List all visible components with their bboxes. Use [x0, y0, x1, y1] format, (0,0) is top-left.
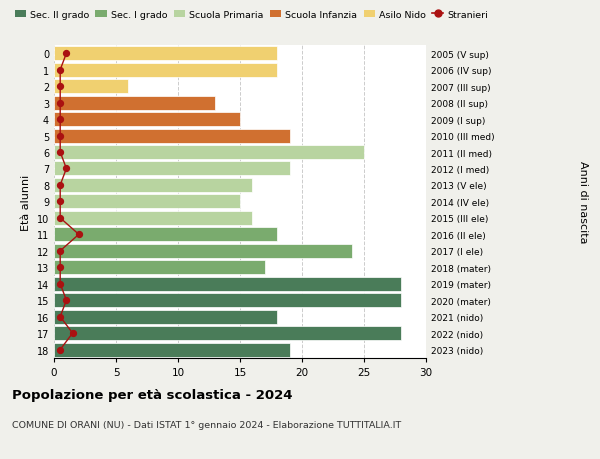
Point: [55, 280, 65, 288]
Bar: [54, 343, 290, 357]
Point: [55, 116, 65, 123]
Legend: Sec. II grado, Sec. I grado, Scuola Primaria, Scuola Infanzia, Asilo Nido, Stran: Sec. II grado, Sec. I grado, Scuola Prim…: [11, 7, 492, 23]
Bar: [54, 261, 265, 274]
Point: [55, 215, 65, 222]
Bar: [54, 162, 290, 176]
Bar: [54, 244, 352, 258]
Bar: [54, 228, 277, 242]
Bar: [54, 80, 128, 94]
Bar: [54, 195, 240, 209]
Bar: [54, 113, 240, 127]
Bar: [54, 326, 401, 341]
Y-axis label: Anni di nascita: Anni di nascita: [578, 161, 588, 243]
Point: [62, 297, 71, 304]
Bar: [54, 212, 253, 225]
Point: [55, 182, 65, 189]
Text: Popolazione per età scolastica - 2024: Popolazione per età scolastica - 2024: [12, 388, 293, 401]
Bar: [54, 310, 277, 324]
Point: [62, 50, 71, 58]
Point: [55, 247, 65, 255]
Point: [55, 198, 65, 206]
Bar: [54, 63, 277, 78]
Point: [74, 231, 83, 239]
Bar: [54, 294, 401, 308]
Point: [55, 313, 65, 321]
Point: [55, 149, 65, 157]
Bar: [54, 129, 290, 143]
Bar: [54, 146, 364, 160]
Point: [55, 346, 65, 353]
Point: [55, 264, 65, 271]
Point: [55, 83, 65, 90]
Bar: [54, 47, 277, 61]
Point: [55, 67, 65, 74]
Y-axis label: Età alunni: Età alunni: [21, 174, 31, 230]
Point: [62, 165, 71, 173]
Bar: [54, 277, 401, 291]
Point: [55, 133, 65, 140]
Point: [68, 330, 77, 337]
Point: [55, 100, 65, 107]
Text: COMUNE DI ORANI (NU) - Dati ISTAT 1° gennaio 2024 - Elaborazione TUTTITALIA.IT: COMUNE DI ORANI (NU) - Dati ISTAT 1° gen…: [12, 420, 401, 429]
Bar: [54, 96, 215, 110]
Bar: [54, 179, 253, 192]
